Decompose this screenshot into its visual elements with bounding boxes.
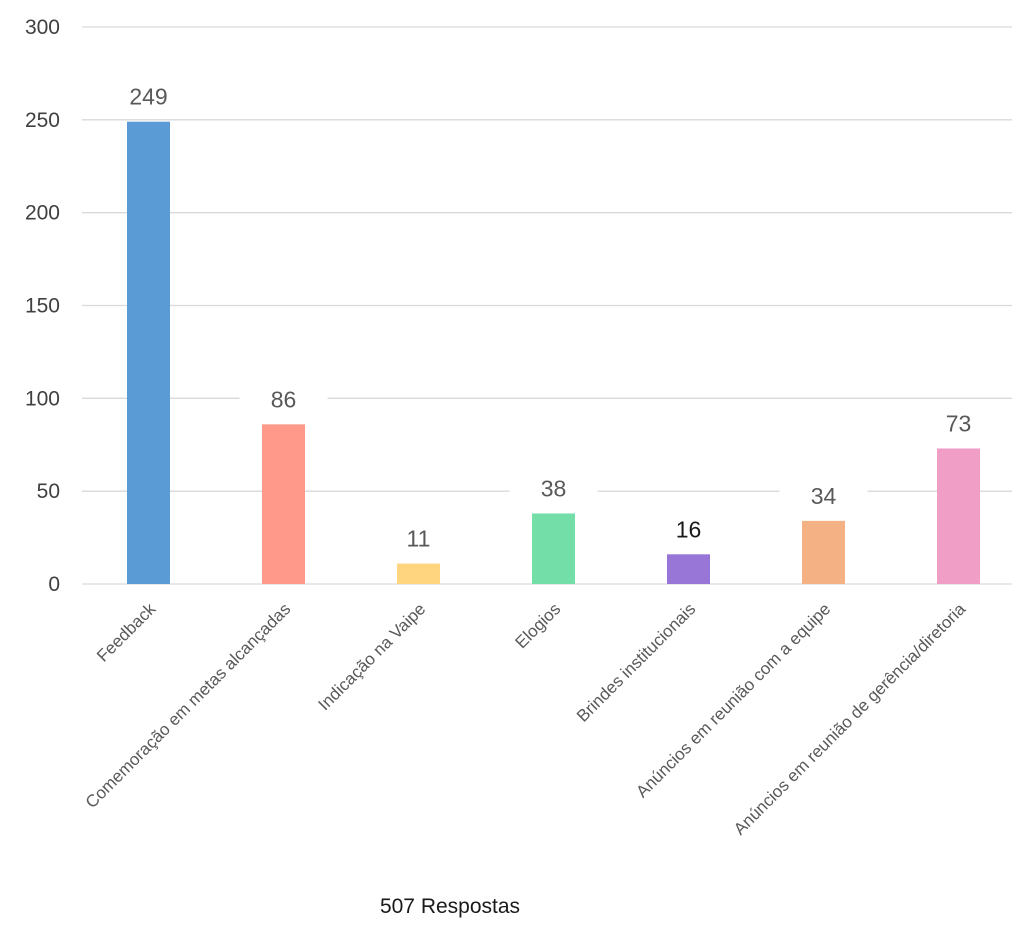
bar-5 bbox=[667, 554, 710, 584]
data-labels: 249 86 11 38 16 34 73 bbox=[104, 77, 1003, 554]
bar-4 bbox=[532, 513, 575, 584]
data-label-2: 86 bbox=[271, 386, 297, 412]
data-label-4: 38 bbox=[541, 475, 567, 501]
y-tick-label: 50 bbox=[37, 480, 60, 503]
y-tick-label: 300 bbox=[25, 16, 60, 39]
data-label-background bbox=[239, 380, 328, 415]
chart-caption: 507 Respostas bbox=[380, 895, 520, 918]
data-label-background bbox=[914, 404, 1003, 439]
y-axis-ticks: 0 50 100 150 200 250 300 bbox=[25, 16, 60, 596]
data-label-7: 73 bbox=[946, 410, 972, 436]
bar-3 bbox=[397, 563, 440, 584]
category-label-7: Anúncios em reunião de gerência/diretori… bbox=[730, 599, 970, 839]
data-label-5: 16 bbox=[676, 516, 702, 542]
data-label-3: 11 bbox=[407, 526, 431, 552]
category-label-1: Feedback bbox=[93, 599, 160, 666]
data-label-background bbox=[779, 476, 868, 511]
data-label-background bbox=[644, 510, 733, 545]
y-tick-label: 100 bbox=[25, 387, 60, 410]
y-tick-label: 250 bbox=[25, 109, 60, 132]
bars bbox=[127, 121, 980, 584]
data-label-1: 249 bbox=[129, 84, 167, 110]
bar-6 bbox=[802, 520, 845, 584]
data-label-6: 34 bbox=[811, 483, 837, 509]
category-label-4: Elogios bbox=[511, 599, 564, 652]
y-tick-label: 150 bbox=[25, 295, 60, 318]
data-label-background bbox=[509, 469, 598, 504]
y-tick-label: 0 bbox=[48, 573, 60, 596]
data-label-background bbox=[374, 519, 463, 554]
bar-7 bbox=[937, 448, 980, 584]
y-tick-label: 200 bbox=[25, 202, 60, 225]
data-label-background bbox=[104, 77, 193, 112]
category-label-5: Brindes institucionais bbox=[573, 599, 699, 725]
bar-2 bbox=[262, 424, 305, 584]
grid-lines bbox=[82, 26, 1012, 585]
category-label-3: Indicação na Vaipe bbox=[315, 599, 430, 714]
bar-1 bbox=[127, 121, 170, 584]
